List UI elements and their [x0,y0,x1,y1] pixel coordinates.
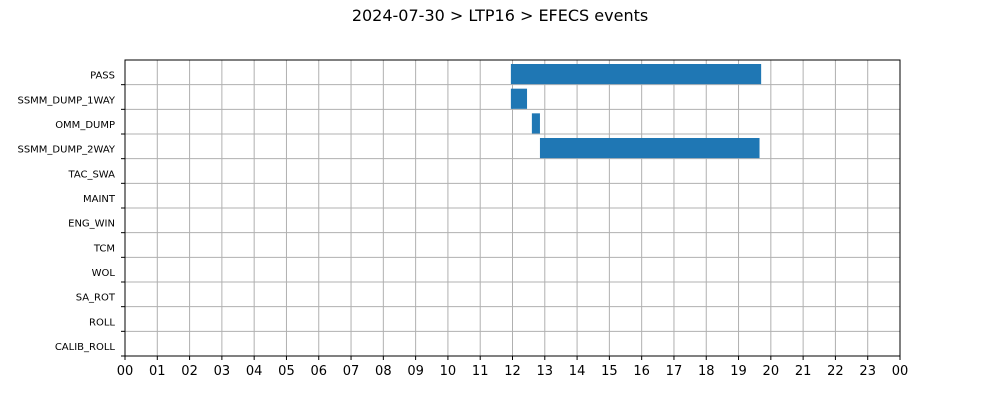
x-tick-label: 15 [601,364,618,379]
x-tick-label: 10 [440,364,457,379]
x-axis: 00 01 02 03 04 05 06 07 08 09 10 11 12 13 14 15 16 17 18 19… [117,356,909,379]
x-tick-label: 07 [343,364,360,379]
x-tick-label: 02 [181,364,198,379]
y-tick-label: SSMM_DUMP_2WAY [17,145,115,156]
x-tick-label: 21 [795,364,812,379]
y-tick-label: SSMM_DUMP_1WAY [17,95,115,106]
x-tick-label: 00 [117,364,134,379]
y-tick-label: TAC_SWA [67,169,115,180]
x-tick-label: 16 [633,364,650,379]
x-tick-label: 12 [504,364,521,379]
y-tick-label: OMM_DUMP [55,120,115,131]
x-tick-label: 13 [537,364,554,379]
x-tick-label: 05 [278,364,295,379]
y-tick-label: ENG_WIN [68,219,115,230]
x-tick-label: 01 [149,364,166,379]
x-tick-label: 14 [569,364,586,379]
x-tick-label: 06 [310,364,327,379]
y-tick-label: CALIB_ROLL [55,342,116,353]
y-tick-label: TCM [93,243,115,254]
x-tick-label: 00 [892,364,909,379]
event-bar [531,113,540,134]
y-axis: PASS SSMM_DUMP_1WAY OMM_DUMP SSMM_DUMP_2WAY… [17,71,125,357]
x-tick-label: 04 [246,364,263,379]
event-bar [539,138,760,159]
x-tick-label: 18 [698,364,715,379]
x-tick-label: 17 [666,364,683,379]
y-tick-label: PASS [90,71,115,82]
event-bar [510,88,528,109]
y-tick-label: SA_ROT [76,293,116,304]
x-tick-label: 19 [730,364,747,379]
x-tick-label: 08 [375,364,392,379]
x-tick-label: 23 [859,364,876,379]
x-tick-label: 09 [407,364,424,379]
y-tick-label: WOL [92,268,116,279]
event-bars [510,64,762,159]
x-tick-label: 22 [827,364,844,379]
x-tick-label: 11 [472,364,489,379]
chart-title: 2024-07-30 > LTP16 > EFECS events [351,6,649,25]
y-tick-label: ROLL [89,317,115,328]
y-tick-label: MAINT [83,194,116,205]
x-tick-label: 20 [763,364,780,379]
x-tick-label: 03 [214,364,231,379]
plot-frame [124,59,901,357]
event-bar [510,64,762,85]
